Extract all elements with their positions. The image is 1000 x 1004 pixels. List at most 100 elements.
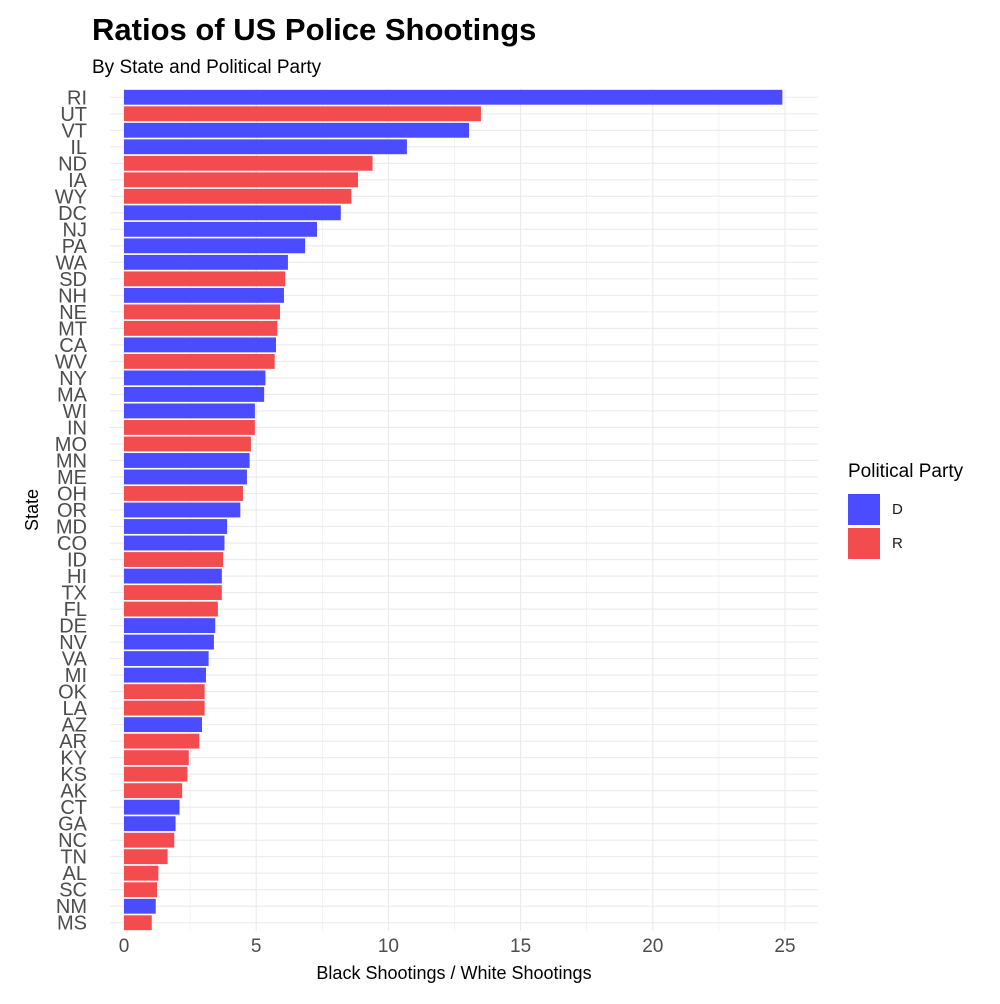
bar-dc xyxy=(124,205,341,221)
bar-ia xyxy=(124,172,358,188)
bar-or xyxy=(124,502,241,518)
bar-al xyxy=(124,865,159,881)
bar-ga xyxy=(124,816,176,832)
legend-label-r: R xyxy=(892,534,903,552)
bar-ne xyxy=(124,304,280,320)
y-tick-label: KY xyxy=(60,748,87,770)
bar-nd xyxy=(124,155,373,171)
y-tick-label: NH xyxy=(58,285,87,307)
y-tick-label: CT xyxy=(60,797,87,819)
bar-ca xyxy=(124,337,277,353)
y-tick-label: KS xyxy=(60,764,87,786)
bar-sc xyxy=(124,882,158,898)
bar-la xyxy=(124,700,205,716)
bar-ny xyxy=(124,370,266,386)
x-tick-label: 15 xyxy=(510,936,531,957)
bar-nv xyxy=(124,634,214,650)
bar-tn xyxy=(124,849,168,865)
y-tick-label: NE xyxy=(59,302,87,324)
y-tick-label: MA xyxy=(57,384,88,406)
bar-ky xyxy=(124,750,189,766)
bar-nm xyxy=(124,898,156,914)
y-tick-label: WV xyxy=(55,351,88,373)
y-tick-label: DE xyxy=(59,616,87,638)
bar-nh xyxy=(124,287,284,303)
bar-az xyxy=(124,717,202,733)
x-tick-label: 25 xyxy=(774,936,795,957)
y-tick-label: IL xyxy=(70,137,87,159)
y-tick-label: TX xyxy=(61,583,87,605)
y-tick-label: NC xyxy=(58,830,87,852)
x-tick-label: 0 xyxy=(119,936,130,957)
y-tick-label: OK xyxy=(58,682,88,704)
x-tick-label: 20 xyxy=(642,936,663,957)
bar-id xyxy=(124,552,224,567)
bar-ms xyxy=(124,915,152,931)
y-tick-label: NV xyxy=(59,632,87,654)
legend-title: Political Party xyxy=(848,461,964,482)
bar-me xyxy=(124,469,247,485)
x-tick-labels: 0 5 10 15 20 25 xyxy=(119,936,796,957)
chart-title: Ratios of US Police Shootings xyxy=(92,12,537,47)
y-tick-label: PA xyxy=(62,236,88,258)
legend-label-d: D xyxy=(892,500,903,518)
bar-wv xyxy=(124,353,275,369)
y-tick-label: MD xyxy=(56,517,87,539)
legend-item-d: D xyxy=(848,492,963,526)
y-tick-label: AL xyxy=(63,863,87,885)
legend-item-r: R xyxy=(848,526,963,560)
chart-subtitle: By State and Political Party xyxy=(92,57,322,78)
legend-key-d xyxy=(848,493,880,525)
y-tick-label: ND xyxy=(58,153,87,175)
y-tick-label: AZ xyxy=(61,715,87,737)
bar-ct xyxy=(124,799,180,815)
y-tick-label: FL xyxy=(64,599,87,621)
bar-va xyxy=(124,651,209,667)
bar-wi xyxy=(124,403,255,419)
y-tick-label: IN xyxy=(67,417,87,439)
y-tick-label: CA xyxy=(59,335,87,357)
bar-wa xyxy=(124,254,288,270)
y-tick-label: MI xyxy=(65,665,87,687)
bar-hi xyxy=(124,568,222,584)
y-tick-label: OR xyxy=(57,500,87,522)
bar-sd xyxy=(124,271,286,287)
bar-de xyxy=(124,618,216,633)
bar-oh xyxy=(124,486,243,501)
x-tick-label: 5 xyxy=(251,936,262,957)
y-tick-label: SD xyxy=(59,269,87,291)
y-tick-label: WI xyxy=(63,401,87,423)
y-tick-label: RI xyxy=(67,87,87,109)
y-tick-label: OH xyxy=(57,483,87,505)
bar-mi xyxy=(124,667,206,683)
bar-fl xyxy=(124,601,218,617)
y-tick-label: TN xyxy=(60,847,87,869)
bar-vt xyxy=(124,122,470,138)
bar-nj xyxy=(124,221,318,237)
bar-in xyxy=(124,420,255,435)
bar-mt xyxy=(124,320,278,336)
y-tick-label: VT xyxy=(61,120,87,142)
bar-ok xyxy=(124,684,205,700)
bar-mn xyxy=(124,453,250,468)
y-tick-label: NM xyxy=(56,896,87,918)
bar-ks xyxy=(124,766,188,782)
y-axis-title: State xyxy=(22,489,42,531)
y-tick-label: VA xyxy=(62,649,88,671)
bar-ut xyxy=(124,106,481,122)
y-tick-label: ME xyxy=(57,467,87,489)
legend-key-r xyxy=(848,527,880,559)
y-tick-label: AK xyxy=(60,781,87,803)
x-axis-title: Black Shootings / White Shootings xyxy=(316,963,591,983)
y-tick-label: IA xyxy=(68,170,88,192)
bar-ri xyxy=(124,89,783,105)
bar-md xyxy=(124,519,228,534)
y-tick-label: NJ xyxy=(63,219,87,241)
y-tick-label: AR xyxy=(59,731,87,753)
y-tick-label: WA xyxy=(56,252,88,274)
y-tick-label: WY xyxy=(55,186,87,208)
y-tick-label: HI xyxy=(67,566,87,588)
legend: Political Party D R xyxy=(848,461,963,560)
bar-ak xyxy=(124,783,183,799)
